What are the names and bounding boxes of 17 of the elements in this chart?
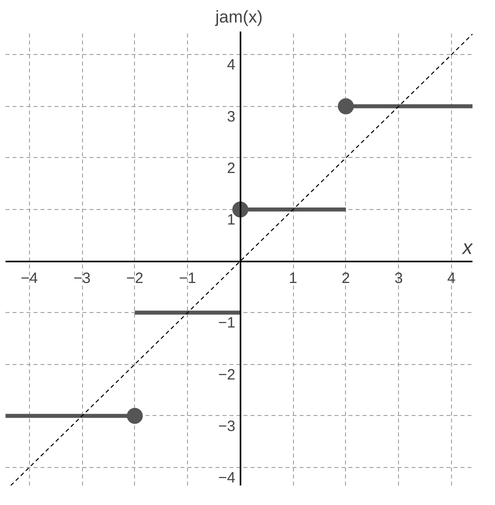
x-tick-label: 4 xyxy=(447,270,456,288)
y-tick-label: −1 xyxy=(218,314,236,332)
y-tick-label: −2 xyxy=(218,366,236,384)
y-tick-label: 3 xyxy=(226,108,236,126)
x-tick-label: 2 xyxy=(342,270,350,288)
x-tick-label: 1 xyxy=(288,270,298,288)
y-tick-label: 1 xyxy=(226,211,236,228)
x-tick-label: −3 xyxy=(73,270,91,288)
y-tick-label: −3 xyxy=(218,418,236,435)
x-tick-label: −2 xyxy=(126,270,144,288)
y-tick-label: −4 xyxy=(218,469,236,486)
y-tick-label: 2 xyxy=(226,160,236,177)
x-tick-label: −4 xyxy=(20,270,38,288)
chart-title: jam(x) xyxy=(214,8,263,26)
x-tick-label: 3 xyxy=(394,270,403,288)
x-tick-label: −1 xyxy=(179,270,196,288)
y-tick-label: 4 xyxy=(226,56,236,74)
